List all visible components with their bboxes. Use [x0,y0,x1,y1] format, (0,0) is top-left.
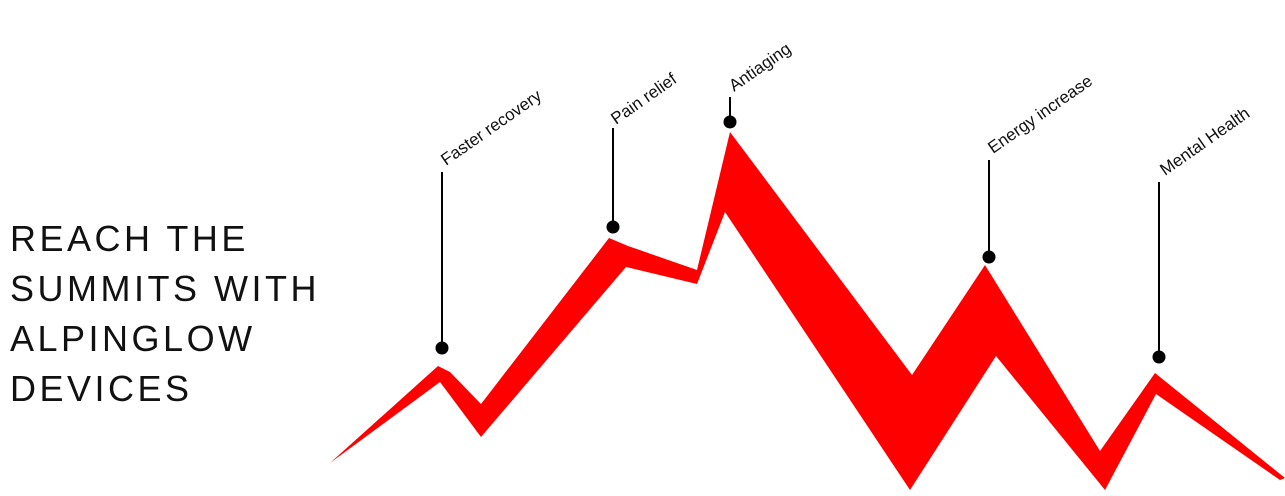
milestone-dot [435,341,449,355]
milestone-mental-health: Mental Health [1152,104,1253,364]
milestone-label: Antiaging [725,39,794,95]
milestone-dot [606,220,620,234]
milestone-antiaging: Antiaging [723,39,794,129]
milestone-label: Pain relief [607,69,680,128]
milestone-faster-recovery: Faster recovery [435,86,545,355]
mountain-ridge [330,132,1285,490]
milestone-label: Faster recovery [437,86,545,170]
headline-line-1: REACH THE [10,218,249,259]
headline-line-4: DEVICES [10,368,193,409]
milestone-label: Mental Health [1156,104,1253,180]
milestone-label: Energy increase [984,71,1096,157]
milestone-dot [982,250,996,264]
milestone-pain-relief: Pain relief [606,69,680,234]
headline-line-2: SUMMITS WITH [10,268,320,309]
milestone-dot [1152,350,1166,364]
headline: REACH THE SUMMITS WITH ALPINGLOW DEVICES [10,214,340,414]
milestone-dot [723,115,737,129]
headline-line-3: ALPINGLOW [10,318,256,359]
milestone-energy-increase: Energy increase [982,71,1096,264]
